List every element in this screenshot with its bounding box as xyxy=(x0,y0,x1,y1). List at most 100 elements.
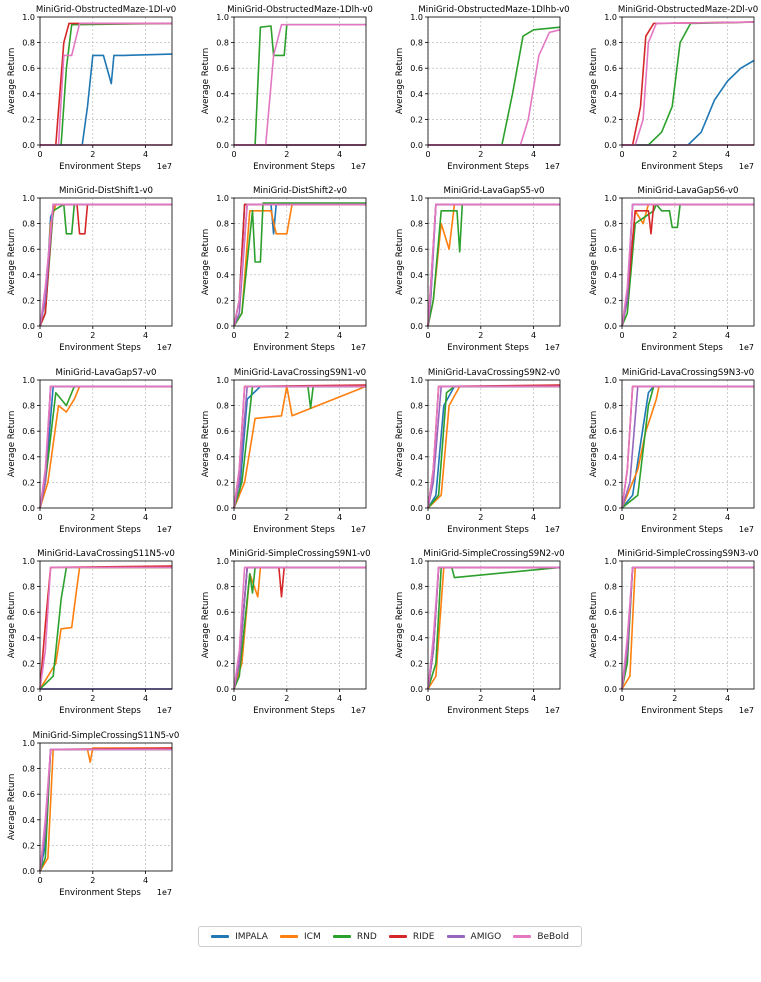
subplot-minigrid-lavacrossings11n5-v0: MiniGrid-LavaCrossingS11N5-v0 0.0 0.2 0.4 0.… xyxy=(7,549,175,716)
series-line-bebold xyxy=(233,385,366,509)
y-tick-label: 1.0 xyxy=(410,557,423,566)
y-tick-label: 0.2 xyxy=(410,659,423,668)
y-tick-label: 0.8 xyxy=(216,220,229,229)
x-axis-label: Environment Steps xyxy=(447,162,529,172)
y-tick-label: 0.8 xyxy=(604,402,617,411)
series-line-ride xyxy=(427,384,561,509)
series-line-ride xyxy=(39,203,172,327)
y-tick-label: 0.8 xyxy=(604,583,617,592)
x-multiplier-label: 1e7 xyxy=(739,525,754,534)
y-tick-label: 1.0 xyxy=(604,194,617,203)
x-axis-label: Environment Steps xyxy=(253,162,335,172)
y-tick-label: 0.0 xyxy=(22,504,35,513)
series-line-rnd xyxy=(621,203,754,327)
y-tick-label: 0.8 xyxy=(410,220,423,229)
subplot-title: MiniGrid-ObstructedMaze-1Dlh-v0 xyxy=(227,5,373,15)
x-tick-label: 2 xyxy=(478,331,483,340)
x-tick-label: 0 xyxy=(425,150,430,159)
y-tick-label: 0.4 xyxy=(604,453,617,462)
x-multiplier-label: 1e7 xyxy=(545,525,560,534)
subplot-minigrid-simplecrossings9n1-v0: MiniGrid-SimpleCrossingS9N1-v0 0.0 0.2 0.4 0… xyxy=(201,549,371,716)
legend-swatch-impala xyxy=(211,935,230,938)
series-line-impala xyxy=(39,203,172,327)
plot-frame xyxy=(427,16,561,146)
x-tick-label: 0 xyxy=(37,150,42,159)
plot-frame xyxy=(39,197,173,327)
plot-frame xyxy=(39,16,173,146)
series-line-amigo xyxy=(427,385,560,509)
series-line-rnd xyxy=(427,385,560,509)
x-tick-label: 0 xyxy=(37,876,42,885)
x-tick-label: 2 xyxy=(284,331,289,340)
subplot-title: MiniGrid-ObstructedMaze-1Dlhb-v0 xyxy=(418,5,569,15)
y-tick-label: 0.6 xyxy=(410,608,423,617)
y-tick-label: 0.2 xyxy=(216,659,229,668)
y-tick-label: 0.8 xyxy=(22,220,35,229)
y-tick-label: 0.6 xyxy=(410,64,423,73)
legend-label: AMIGO xyxy=(470,931,502,942)
subplot-title: MiniGrid-LavaGapS7-v0 xyxy=(56,368,157,378)
y-tick-label: 0.8 xyxy=(604,39,617,48)
x-tick-label: 2 xyxy=(90,513,95,522)
y-tick-label: 1.0 xyxy=(22,13,35,22)
subplot-minigrid-simplecrossings11n5-v0: MiniGrid-SimpleCrossingS11N5-v0 0.0 0.2 0.4… xyxy=(7,731,179,898)
legend-label: IMPALA xyxy=(235,931,268,942)
x-tick-label: 0 xyxy=(619,694,624,703)
series-line-icm xyxy=(39,747,172,872)
plot-frame xyxy=(233,560,367,690)
x-multiplier-label: 1e7 xyxy=(739,343,754,352)
subplot-minigrid-obstructedmaze-1dlh-v0: MiniGrid-ObstructedMaze-1Dlh-v0 0.0 0.2 0.4… xyxy=(201,5,373,172)
series-line-bebold xyxy=(39,203,172,327)
y-tick-label: 0.2 xyxy=(22,659,35,668)
plot-frame xyxy=(621,560,755,690)
y-tick-label: 0.0 xyxy=(604,685,617,694)
y-tick-label: 0.4 xyxy=(604,271,617,280)
series-line-bebold xyxy=(427,203,560,327)
y-tick-label: 0.2 xyxy=(216,478,229,487)
subplot-minigrid-obstructedmaze-1dl-v0: MiniGrid-ObstructedMaze-1Dl-v0 0.0 0.2 0.4 0… xyxy=(7,5,176,172)
x-multiplier-label: 1e7 xyxy=(545,162,560,171)
x-tick-label: 0 xyxy=(37,331,42,340)
subplot-minigrid-lavacrossings9n1-v0: MiniGrid-LavaCrossingS9N1-v0 0.0 0.2 0.4 0.6… xyxy=(201,368,367,535)
x-tick-label: 0 xyxy=(231,694,236,703)
x-multiplier-label: 1e7 xyxy=(739,162,754,171)
legend-label: ICM xyxy=(304,931,321,942)
y-tick-label: 0.4 xyxy=(410,453,423,462)
x-multiplier-label: 1e7 xyxy=(351,162,366,171)
plot-frame xyxy=(39,742,173,872)
x-multiplier-label: 1e7 xyxy=(157,162,172,171)
x-tick-label: 4 xyxy=(143,150,148,159)
y-tick-label: 0.0 xyxy=(22,141,35,150)
y-tick-label: 0.6 xyxy=(410,427,423,436)
y-tick-label: 1.0 xyxy=(22,194,35,203)
x-tick-label: 0 xyxy=(619,513,624,522)
series-line-bebold xyxy=(427,385,560,509)
y-tick-label: 0.2 xyxy=(22,296,35,305)
y-tick-label: 0.4 xyxy=(22,816,35,825)
series-line-bebold xyxy=(39,748,172,872)
x-axis-label: Environment Steps xyxy=(253,706,335,716)
y-axis-label: Average Return xyxy=(201,229,211,296)
subplot-minigrid-lavagaps7-v0: MiniGrid-LavaGapS7-v0 0.0 0.2 0.4 0.6 0.8 1.0 0… xyxy=(7,368,173,535)
y-tick-label: 1.0 xyxy=(216,376,229,385)
series-line-ride xyxy=(427,203,560,327)
y-tick-label: 0.4 xyxy=(22,271,35,280)
legend: IMPALA ICM RND RIDE AMIGO BeBold xyxy=(198,926,582,947)
y-tick-label: 0.0 xyxy=(216,685,229,694)
x-multiplier-label: 1e7 xyxy=(157,343,172,352)
y-tick-label: 0.6 xyxy=(22,427,35,436)
y-tick-label: 0.6 xyxy=(604,64,617,73)
y-tick-label: 0.6 xyxy=(604,608,617,617)
y-tick-label: 0.0 xyxy=(216,322,229,331)
plot-frame xyxy=(427,379,561,509)
y-tick-label: 0.2 xyxy=(410,115,423,124)
y-tick-label: 0.4 xyxy=(410,90,423,99)
series-line-icm xyxy=(39,203,172,327)
series-line-bebold xyxy=(39,385,172,509)
x-tick-label: 2 xyxy=(284,694,289,703)
subplot-minigrid-distshift1-v0: MiniGrid-DistShift1-v0 0.0 0.2 0.4 0.6 0.8 1.0… xyxy=(7,186,173,353)
x-axis-label: Environment Steps xyxy=(59,888,141,898)
x-tick-label: 4 xyxy=(337,150,342,159)
y-tick-label: 0.4 xyxy=(410,634,423,643)
